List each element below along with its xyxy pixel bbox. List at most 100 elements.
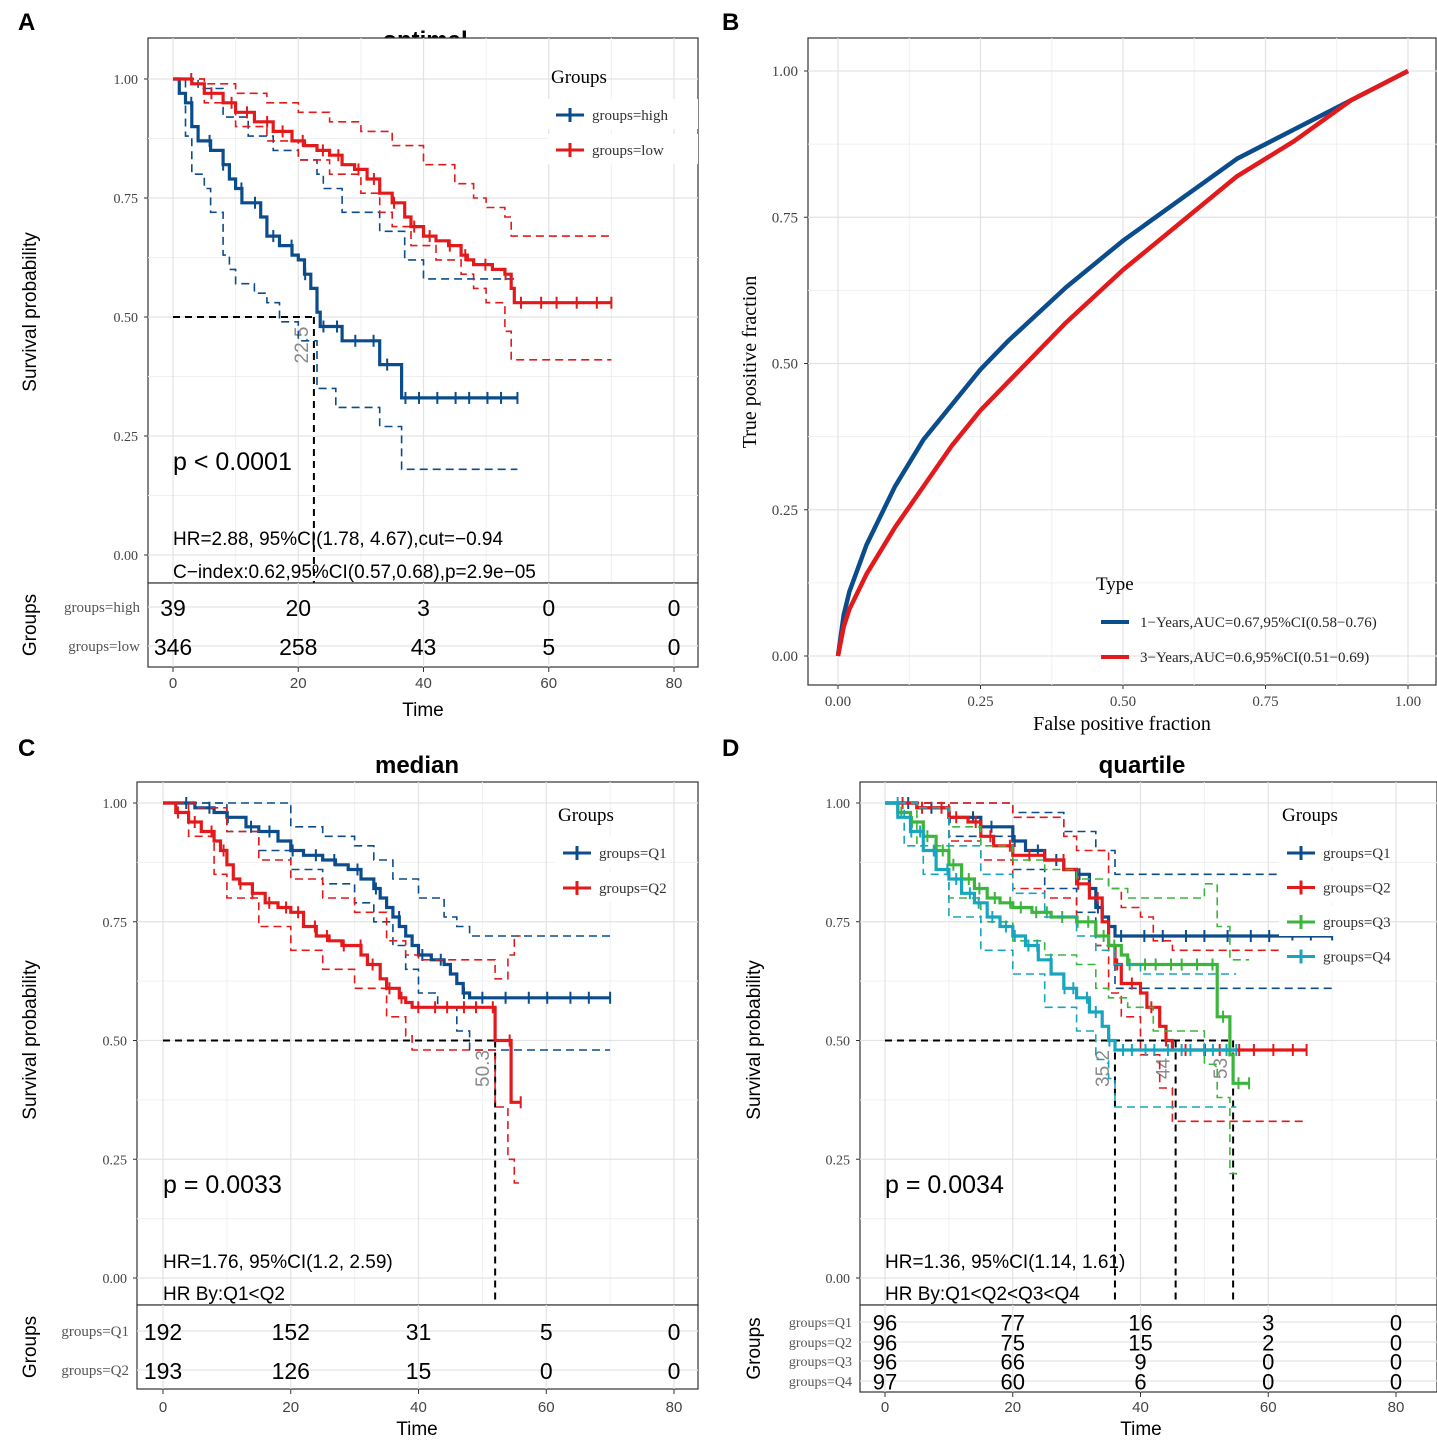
risk-table-count: 97 [873,1369,897,1394]
risk-table-count: 6 [1134,1369,1146,1394]
risk-table-count: 9 [1134,1349,1146,1374]
risk-table-count: 152 [272,1319,310,1345]
x-tick-label: 60 [538,1399,555,1416]
y-tick-label: 0.50 [103,1035,128,1050]
y-axis-title: True positive fraction [739,276,761,449]
risk-table-count: 3 [1262,1310,1274,1335]
risk-table-count: 258 [279,634,317,660]
ci-lower-line [173,78,518,471]
median-label: 53 [1211,1058,1232,1079]
y-tick-label: 0.50 [772,357,798,373]
x-tick-label: 20 [282,1399,299,1416]
risk-table-count: 2 [1262,1330,1274,1355]
ci-lower-line [885,802,1238,1179]
median-label: 44 [1154,1058,1175,1080]
y-axis-title: Survival probability [744,960,765,1120]
x-tick-label: 0.00 [825,694,851,710]
y-tick-label: 0.00 [103,1272,128,1287]
median-label: 22.5 [292,327,313,364]
panel-label: A [18,9,35,36]
y-tick-label: 0.25 [826,1153,851,1168]
median-label: 35.2 [1093,1050,1114,1087]
legend-label: groups=Q2 [599,881,667,897]
x-tick-label: 1.00 [1395,694,1421,710]
risk-table-count: 3 [417,595,430,621]
x-tick-label: 0 [881,1399,889,1416]
risk-table-count: 15 [1128,1330,1152,1355]
risk-table-count: 0 [1390,1310,1402,1335]
roc-curve [835,68,1410,657]
risk-table-row-label: groups=low [68,639,140,655]
y-tick-label: 0.50 [114,311,139,326]
risk-table-count: 346 [154,634,192,660]
x-tick-label: 20 [1004,1399,1021,1416]
x-tick-label: 40 [410,1399,427,1416]
y-tick-label: 0.25 [114,430,139,445]
p-value-annotation: p = 0.0034 [885,1171,1004,1199]
panel-label: D [722,735,739,762]
risk-table-count: 20 [285,595,311,621]
risk-table-y-title: Groups [20,594,41,656]
risk-table-count: 31 [406,1319,432,1345]
y-tick-label: 1.00 [826,797,851,812]
risk-table-count: 96 [873,1330,897,1355]
risk-table-panel [136,1304,699,1390]
ci-lower-line [173,78,612,361]
hazard-ratio-annotation: HR=2.88, 95%CI(1.78, 4.67),cut=−0.94 [173,529,504,550]
risk-table-count: 0 [540,1358,553,1384]
risk-table: groups=Q1 192 152 31 5 0 groups=Q2 193 126 15 0 0 Gr… [20,1304,699,1390]
risk-table-count: 0 [668,1319,681,1345]
survival-curve [163,801,521,1104]
x-tick-label: 40 [1132,1399,1149,1416]
x-tick-label: 0 [169,675,177,692]
risk-table-row-label: groups=high [64,600,140,616]
legend-entry: 1−Years,AUC=0.67,95%CI(0.58−0.76) [1101,615,1377,631]
secondary-annotation: C−index:0.62,95%CI(0.57,0.68),p=2.9e−05 [173,562,536,583]
risk-table-count: 5 [540,1319,553,1345]
risk-table-count: 126 [272,1358,310,1384]
y-tick-label: 0.75 [103,916,128,931]
hazard-ratio-annotation: HR=1.76, 95%CI(1.2, 2.59) [163,1252,393,1273]
risk-table-count: 43 [411,634,437,660]
p-value-annotation: p = 0.0033 [163,1171,282,1199]
legend-title: Groups [1282,805,1338,826]
legend-title: Groups [558,805,614,826]
p-value-annotation: p < 0.0001 [173,448,292,476]
risk-table-count: 0 [668,634,681,660]
x-axis-title: Time [402,700,444,721]
ci-lower-line [163,802,521,1184]
ci-upper-line [173,78,612,237]
x-tick-label: 80 [1388,1399,1405,1416]
x-tick-label: 40 [415,675,432,692]
risk-table-count: 192 [144,1319,182,1345]
y-tick-label: 0.25 [772,503,798,519]
x-tick-label: 0.50 [1110,694,1136,710]
y-tick-label: 0.75 [826,916,851,931]
risk-table-count: 75 [1001,1330,1025,1355]
panel-b-roc-chart: B 0.00 0.25 0.50 0.75 1.00 0.00 0.25 0.50 0.75 1.0… [722,9,1437,735]
legend-title: Type [1096,574,1134,595]
x-axis-title: Time [396,1419,438,1440]
legend-label: 1−Years,AUC=0.67,95%CI(0.58−0.76) [1140,615,1377,631]
legend-label: 3−Years,AUC=0.6,95%CI(0.51−0.69) [1140,650,1369,666]
risk-table-count: 0 [668,595,681,621]
secondary-annotation: HR By:Q1<Q2<Q3<Q4 [885,1284,1080,1305]
survival-curve [885,801,1250,1085]
risk-table-count: 16 [1128,1310,1152,1335]
risk-table-count: 0 [668,1358,681,1384]
secondary-annotation: HR By:Q1<Q2 [163,1284,285,1305]
y-tick-label: 0.25 [103,1153,128,1168]
plot-panel [807,37,1437,686]
roc-curve [835,68,1410,657]
legend-label: groups=Q1 [1323,846,1391,862]
risk-table: groups=high 39 20 3 0 0 groups=low 346 258 43 5 0 Gr… [20,582,699,668]
y-axis-title: Survival probability [20,232,41,392]
survival-curve [173,77,612,305]
chart-title: median [375,752,459,779]
risk-table-count: 193 [144,1358,182,1384]
hazard-ratio-annotation: HR=1.36, 95%CI(1.14, 1.61) [885,1252,1125,1273]
